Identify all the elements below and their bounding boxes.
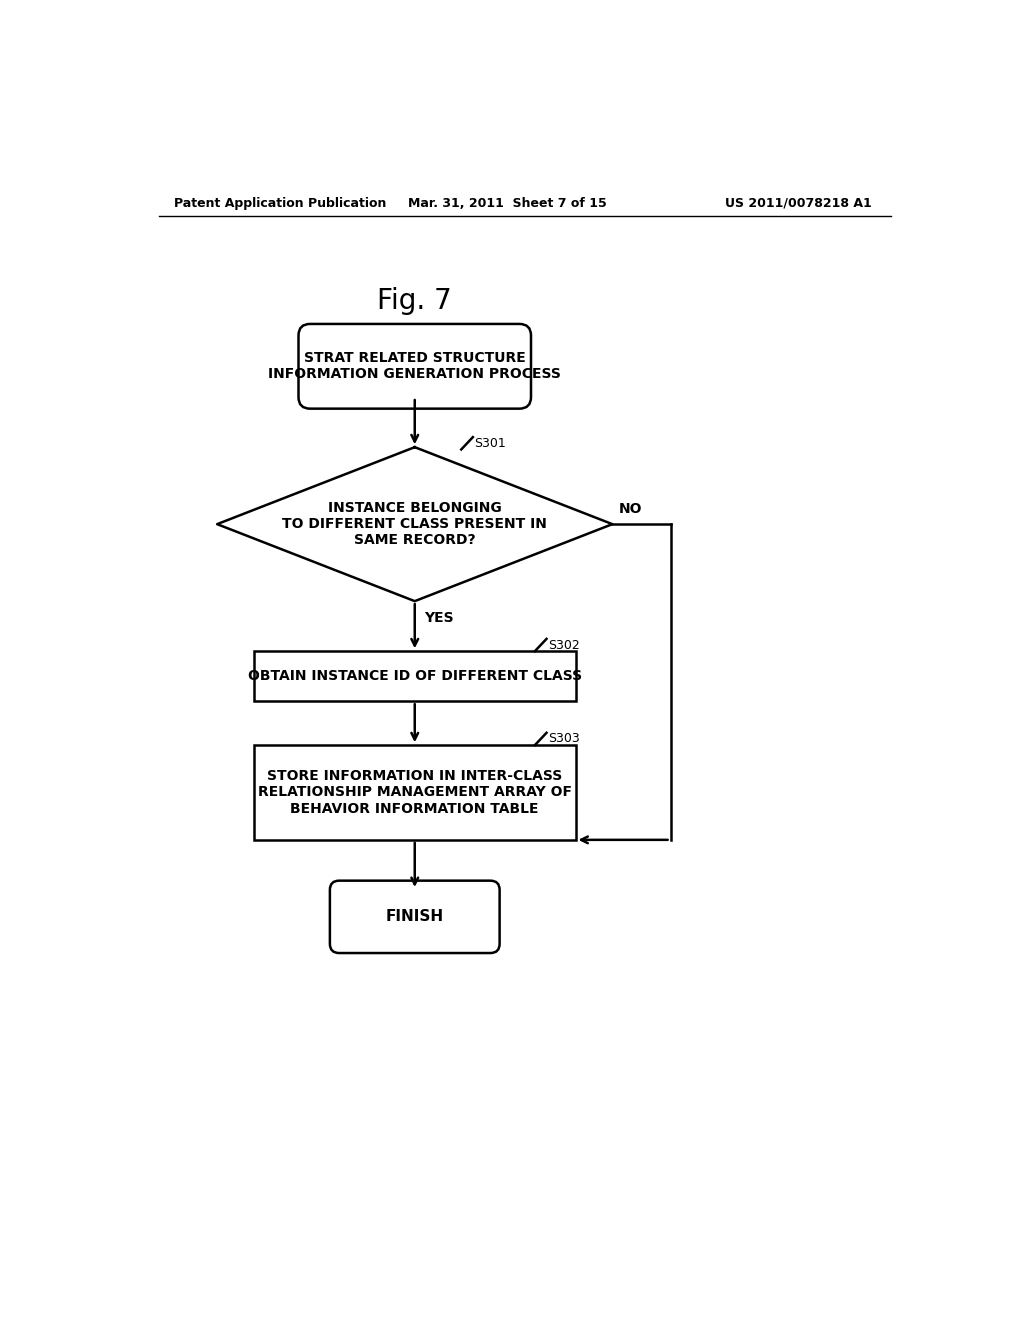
Text: STORE INFORMATION IN INTER-CLASS
RELATIONSHIP MANAGEMENT ARRAY OF
BEHAVIOR INFOR: STORE INFORMATION IN INTER-CLASS RELATIO… bbox=[258, 770, 571, 816]
FancyBboxPatch shape bbox=[330, 880, 500, 953]
Text: US 2011/0078218 A1: US 2011/0078218 A1 bbox=[725, 197, 872, 210]
Text: NO: NO bbox=[618, 502, 642, 516]
FancyBboxPatch shape bbox=[254, 651, 575, 701]
Text: Patent Application Publication: Patent Application Publication bbox=[174, 197, 387, 210]
Text: S301: S301 bbox=[474, 437, 506, 450]
Text: Mar. 31, 2011  Sheet 7 of 15: Mar. 31, 2011 Sheet 7 of 15 bbox=[409, 197, 607, 210]
Text: Fig. 7: Fig. 7 bbox=[378, 286, 453, 315]
Text: INSTANCE BELONGING
TO DIFFERENT CLASS PRESENT IN
SAME RECORD?: INSTANCE BELONGING TO DIFFERENT CLASS PR… bbox=[283, 502, 547, 548]
Text: FINISH: FINISH bbox=[386, 909, 443, 924]
FancyBboxPatch shape bbox=[299, 323, 531, 409]
Text: S303: S303 bbox=[548, 733, 580, 746]
Text: STRAT RELATED STRUCTURE
INFORMATION GENERATION PROCESS: STRAT RELATED STRUCTURE INFORMATION GENE… bbox=[268, 351, 561, 381]
FancyBboxPatch shape bbox=[254, 744, 575, 840]
Text: YES: YES bbox=[424, 611, 454, 626]
Text: S302: S302 bbox=[548, 639, 580, 652]
Text: OBTAIN INSTANCE ID OF DIFFERENT CLASS: OBTAIN INSTANCE ID OF DIFFERENT CLASS bbox=[248, 669, 582, 684]
